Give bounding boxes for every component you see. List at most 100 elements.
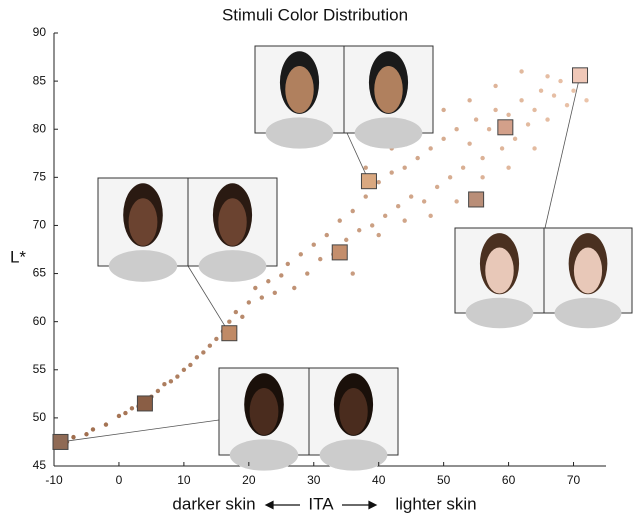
x-tick-label: -10 xyxy=(45,473,63,487)
scatter-point xyxy=(513,137,517,141)
chart-title: Stimuli Color Distribution xyxy=(222,5,408,24)
x-tick-label: 30 xyxy=(307,473,321,487)
stimulus-square xyxy=(498,120,513,135)
scatter-point xyxy=(104,422,108,426)
scatter-point xyxy=(435,185,439,189)
scatter-point xyxy=(461,166,465,170)
scatter-point xyxy=(364,194,368,198)
scatter-point xyxy=(182,368,186,372)
scatter-point xyxy=(500,146,504,150)
photo-shoulders xyxy=(320,439,388,470)
stimulus-square xyxy=(361,174,376,189)
scatter-point xyxy=(234,310,238,314)
scatter-point xyxy=(370,223,374,227)
stimulus-square xyxy=(332,245,347,260)
scatter-point xyxy=(422,199,426,203)
scatter-point xyxy=(584,98,588,102)
scatter-point xyxy=(396,204,400,208)
scatter-point xyxy=(383,214,387,218)
photo-face xyxy=(218,198,246,246)
stimulus-photos xyxy=(98,46,632,471)
y-tick-label: 70 xyxy=(33,218,47,232)
scatter-point xyxy=(506,113,510,117)
scatter-point xyxy=(344,238,348,242)
scatter-point xyxy=(480,156,484,160)
scatter-point xyxy=(130,406,134,410)
scatter-point xyxy=(539,89,543,93)
scatter-point xyxy=(402,166,406,170)
scatter-point xyxy=(299,252,303,256)
stimulus-square xyxy=(53,434,68,449)
scatter-point xyxy=(208,344,212,348)
scatter-point xyxy=(480,175,484,179)
scatter-point xyxy=(532,146,536,150)
scatter-point xyxy=(351,271,355,275)
stimulus-square xyxy=(469,192,484,207)
scatter-point xyxy=(493,84,497,88)
scatter-point xyxy=(467,98,471,102)
x-tick-label: 0 xyxy=(116,473,123,487)
photo-shoulders xyxy=(109,250,177,282)
x-axis-label-right: lighter skin xyxy=(395,494,476,513)
y-tick-label: 75 xyxy=(33,170,47,184)
scatter-point xyxy=(338,218,342,222)
scatter-point xyxy=(292,286,296,290)
scatter-point xyxy=(279,273,283,277)
scatter-point xyxy=(454,199,458,203)
scatter-point xyxy=(454,127,458,131)
y-tick-label: 60 xyxy=(33,314,47,328)
scatter-point xyxy=(519,69,523,73)
connector xyxy=(545,75,580,228)
scatter-point xyxy=(175,374,179,378)
scatter-point xyxy=(71,435,75,439)
scatter-point xyxy=(325,233,329,237)
y-tick-label: 65 xyxy=(33,266,47,280)
scatter-point xyxy=(428,146,432,150)
y-tick-label: 90 xyxy=(33,25,47,39)
scatter-point xyxy=(402,218,406,222)
x-tick-label: 20 xyxy=(242,473,256,487)
y-axis-label: L* xyxy=(10,247,26,266)
connector xyxy=(60,420,219,442)
scatter-point xyxy=(519,98,523,102)
chart: Stimuli Color Distribution L* darker ski… xyxy=(0,0,635,518)
scatter-point xyxy=(169,379,173,383)
scatter-point xyxy=(312,242,316,246)
scatter-point xyxy=(428,214,432,218)
photo-face xyxy=(250,388,279,435)
scatter-point xyxy=(565,103,569,107)
scatter-point xyxy=(123,411,127,415)
scatter-point xyxy=(571,89,575,93)
scatter-point xyxy=(273,291,277,295)
scatter-point xyxy=(240,315,244,319)
scatter-point xyxy=(364,166,368,170)
scatter-point xyxy=(260,295,264,299)
scatter-point xyxy=(532,108,536,112)
x-tick-label: 70 xyxy=(567,473,581,487)
scatter-point xyxy=(487,127,491,131)
scatter-point xyxy=(474,117,478,121)
scatter-point xyxy=(415,156,419,160)
scatter-point xyxy=(377,180,381,184)
stimulus-square xyxy=(573,68,588,83)
photo-shoulders xyxy=(266,117,334,148)
scatter-point xyxy=(117,414,121,418)
x-tick-label: 10 xyxy=(177,473,191,487)
scatter-point xyxy=(545,117,549,121)
x-tick-label: 60 xyxy=(502,473,516,487)
scatter-point xyxy=(305,271,309,275)
scatter-point xyxy=(558,79,562,83)
y-tick-label: 50 xyxy=(33,410,47,424)
photo-face xyxy=(339,388,367,435)
scatter-point xyxy=(318,257,322,261)
scatter-point xyxy=(351,209,355,213)
x-tick-label: 40 xyxy=(372,473,386,487)
scatter-point xyxy=(409,194,413,198)
scatter-point xyxy=(214,337,218,341)
scatter-point xyxy=(441,137,445,141)
stimulus-square xyxy=(222,326,237,341)
scatter-point xyxy=(286,262,290,266)
x-axis-label: ITA xyxy=(308,494,334,513)
scatter-point xyxy=(377,233,381,237)
scatter-point xyxy=(253,286,257,290)
